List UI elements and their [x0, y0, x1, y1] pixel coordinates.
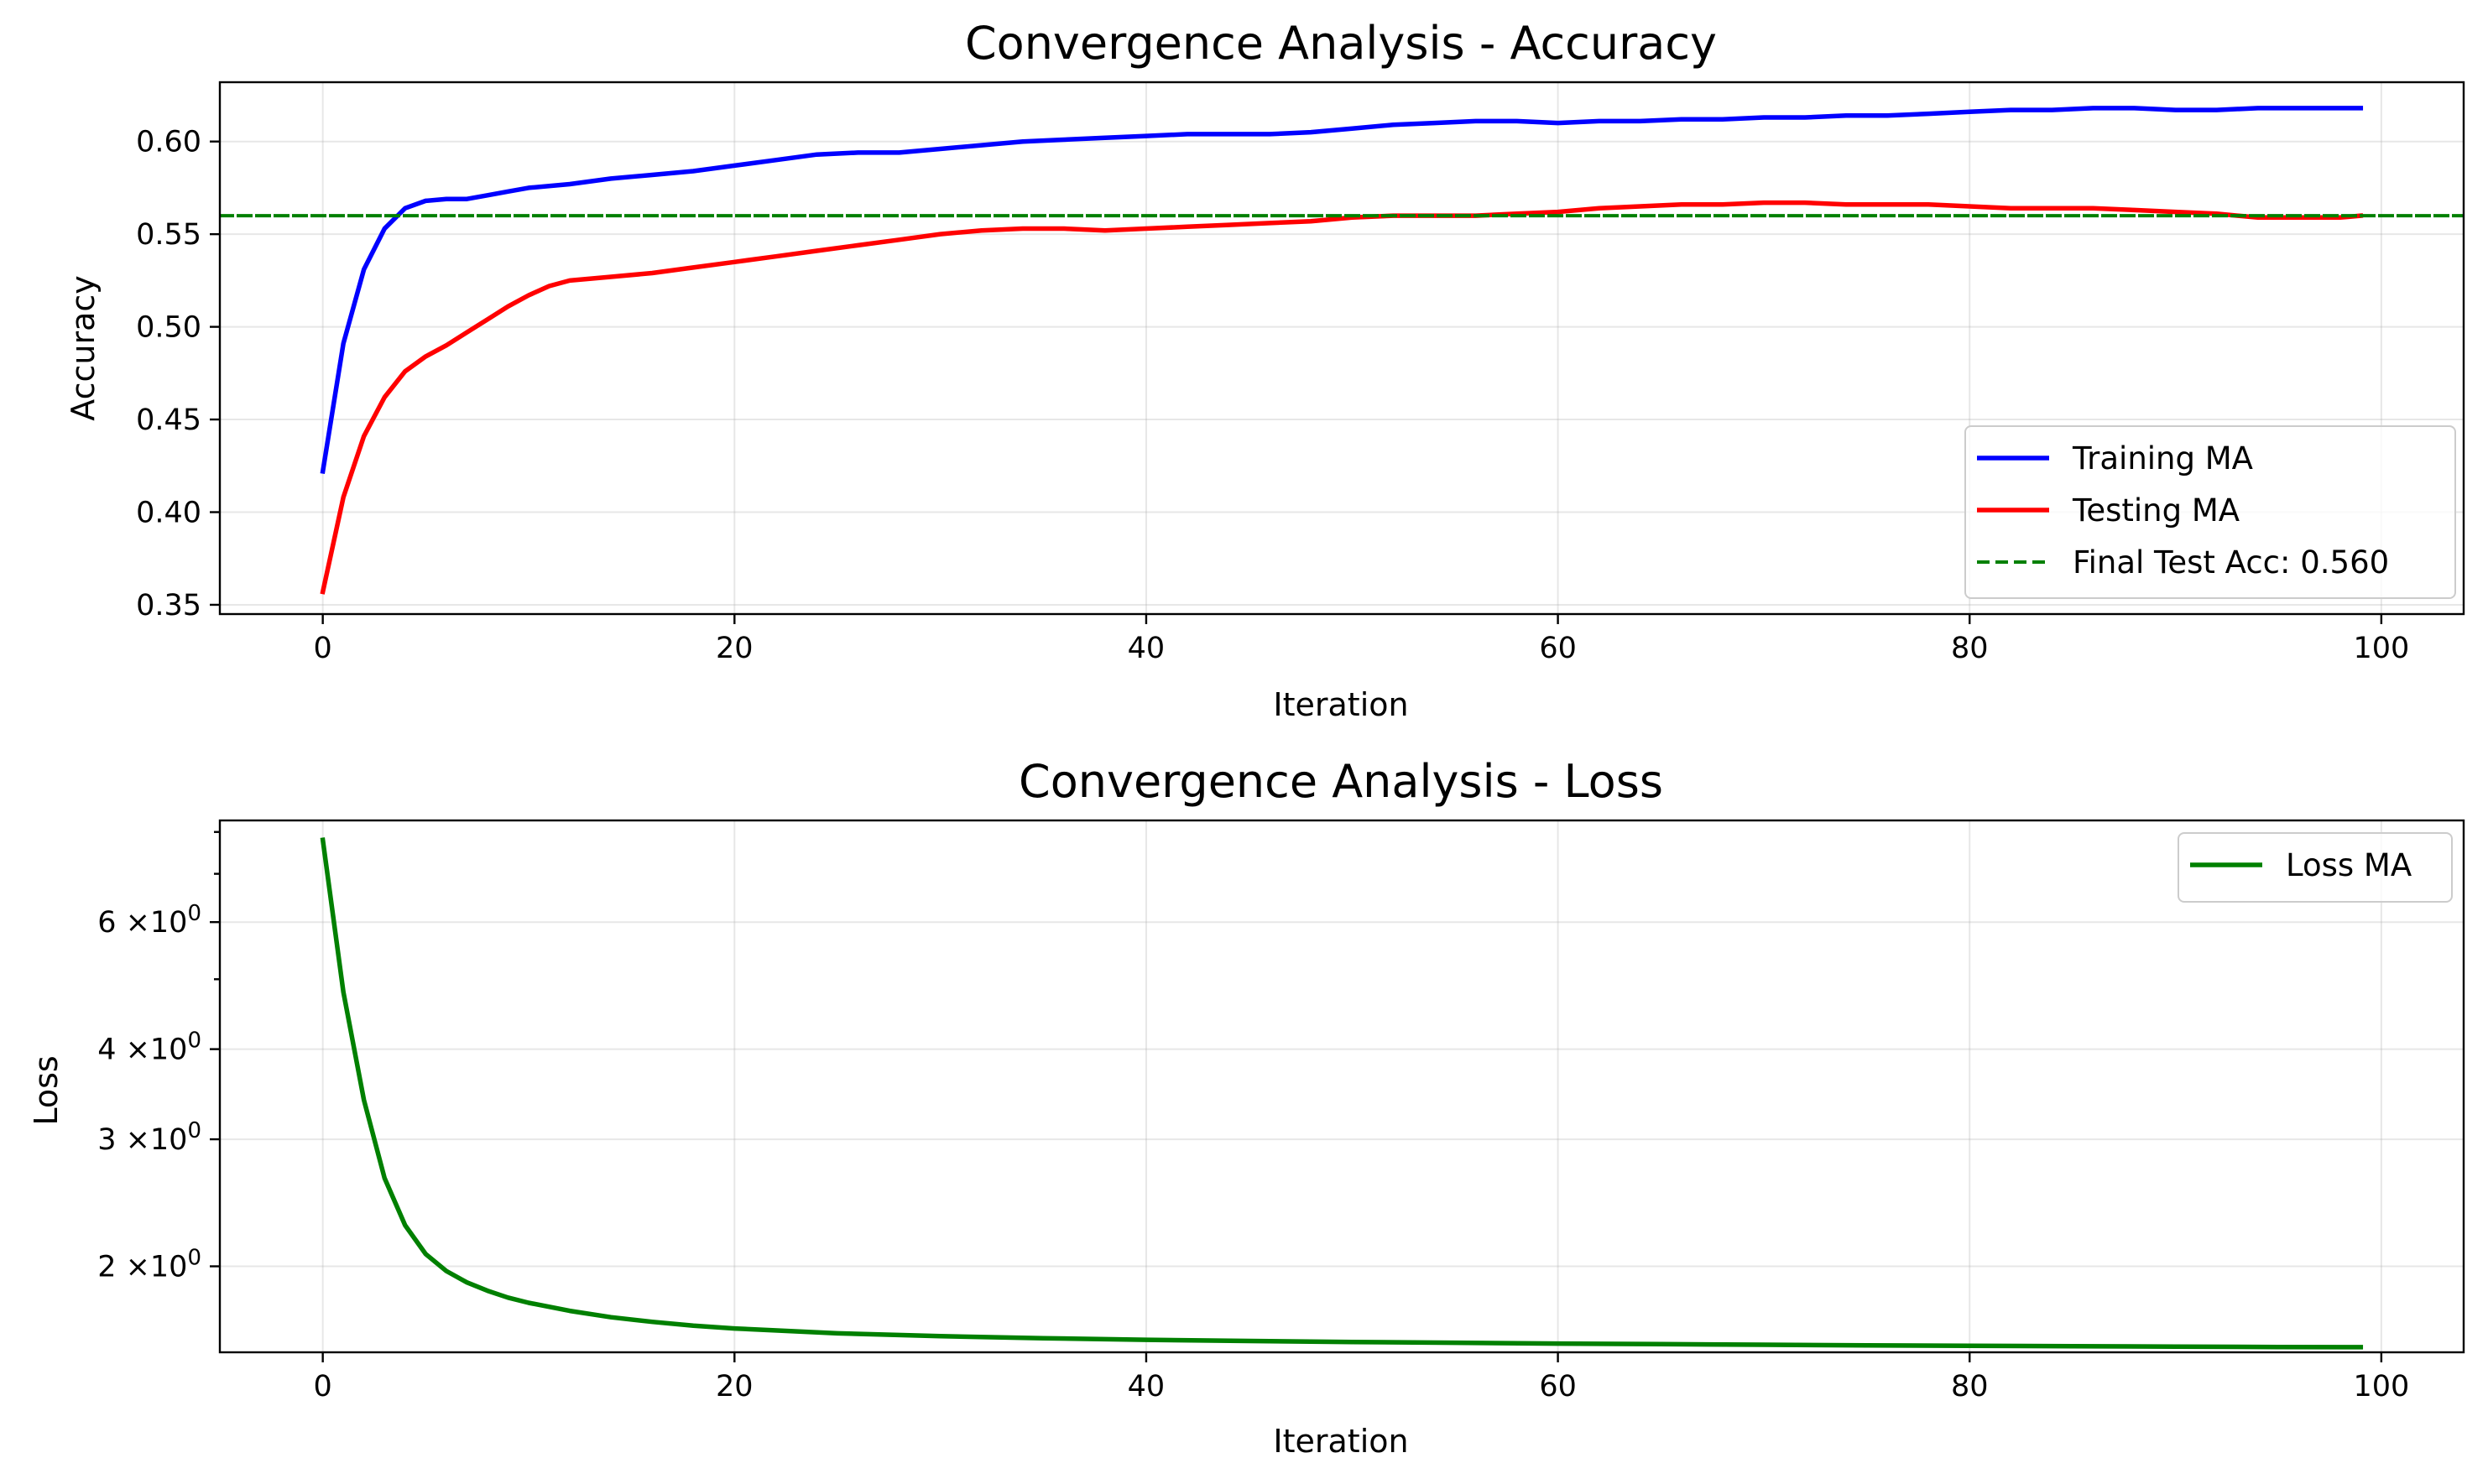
accuracy-x-ticks: 0 20 40 60 80 100 — [314, 614, 2409, 665]
loss-x-tick-label: 60 — [1539, 1370, 1577, 1403]
legend-label-training-ma: Training MA — [2072, 440, 2253, 476]
series-line-testing-ma — [320, 200, 2364, 595]
accuracy-x-tick-label: 40 — [1128, 632, 1166, 665]
loss-chart: Convergence Analysis - Loss 0 20 40 60 80 100… — [28, 755, 2465, 1460]
loss-legend-box — [2178, 832, 2453, 903]
loss-chart-title: Convergence Analysis - Loss — [1019, 755, 1663, 808]
loss-grid — [220, 820, 2464, 1352]
series-line-loss-ma — [320, 837, 2364, 1350]
accuracy-x-tick-label: 100 — [2353, 632, 2409, 665]
accuracy-x-tick-label: 60 — [1539, 632, 1577, 665]
loss-x-tick-label: 0 — [314, 1370, 332, 1403]
accuracy-y-tick-label: 0.50 — [136, 311, 201, 345]
loss-y-axis-label: Loss — [28, 1055, 65, 1125]
accuracy-y-tick-label: 0.35 — [136, 589, 201, 622]
loss-x-axis-label: Iteration — [1273, 1423, 1408, 1460]
accuracy-y-axis-label: Accuracy — [65, 275, 102, 421]
loss-plot-frame — [218, 819, 2465, 1354]
loss-x-ticks: 0 20 40 60 80 100 — [314, 1352, 2409, 1403]
loss-y-tick-label: 6 ×100 — [97, 901, 201, 940]
loss-legend: Loss MA — [2178, 832, 2453, 903]
accuracy-series-layer — [220, 106, 2464, 595]
loss-y-tick-label: 4 ×100 — [97, 1028, 201, 1067]
accuracy-y-tick-label: 0.60 — [136, 126, 201, 159]
legend-label-loss-ma: Loss MA — [2286, 847, 2412, 883]
series-line-training-ma — [320, 106, 2364, 475]
accuracy-y-tick-label: 0.40 — [136, 497, 201, 530]
loss-y-tick-label: 2 ×100 — [97, 1246, 201, 1284]
loss-x-tick-label: 20 — [716, 1370, 754, 1403]
accuracy-x-tick-label: 0 — [314, 632, 332, 665]
accuracy-chart-title: Convergence Analysis - Accuracy — [965, 17, 1717, 70]
loss-y-tick-label: 3 ×100 — [97, 1118, 201, 1157]
accuracy-x-axis-label: Iteration — [1273, 686, 1408, 723]
loss-series-layer — [320, 837, 2364, 1350]
loss-x-tick-label: 100 — [2353, 1370, 2409, 1403]
accuracy-legend: Training MA Testing MA Final Test Acc: 0.5… — [1964, 425, 2456, 599]
legend-label-final-test-acc-0-560: Final Test Acc: 0.560 — [2073, 544, 2389, 581]
legend-label-testing-ma: Testing MA — [2072, 492, 2240, 529]
accuracy-chart: Convergence Analysis - Accuracy 0 20 40 60 8… — [65, 17, 2465, 723]
accuracy-plot-frame — [218, 81, 2465, 616]
loss-y-ticks: 2 ×100 3 ×100 4 ×100 6 ×100 — [97, 831, 220, 1284]
accuracy-y-tick-label: 0.45 — [136, 404, 201, 437]
accuracy-x-tick-label: 80 — [1951, 632, 1989, 665]
accuracy-legend-box — [1964, 425, 2456, 599]
accuracy-y-tick-label: 0.55 — [136, 218, 201, 252]
accuracy-y-ticks: 0.35 0.40 0.45 0.50 0.55 0.60 — [136, 126, 220, 622]
loss-x-tick-label: 40 — [1128, 1370, 1166, 1403]
accuracy-grid — [220, 82, 2464, 614]
accuracy-x-tick-label: 20 — [716, 632, 754, 665]
loss-x-tick-label: 80 — [1951, 1370, 1989, 1403]
